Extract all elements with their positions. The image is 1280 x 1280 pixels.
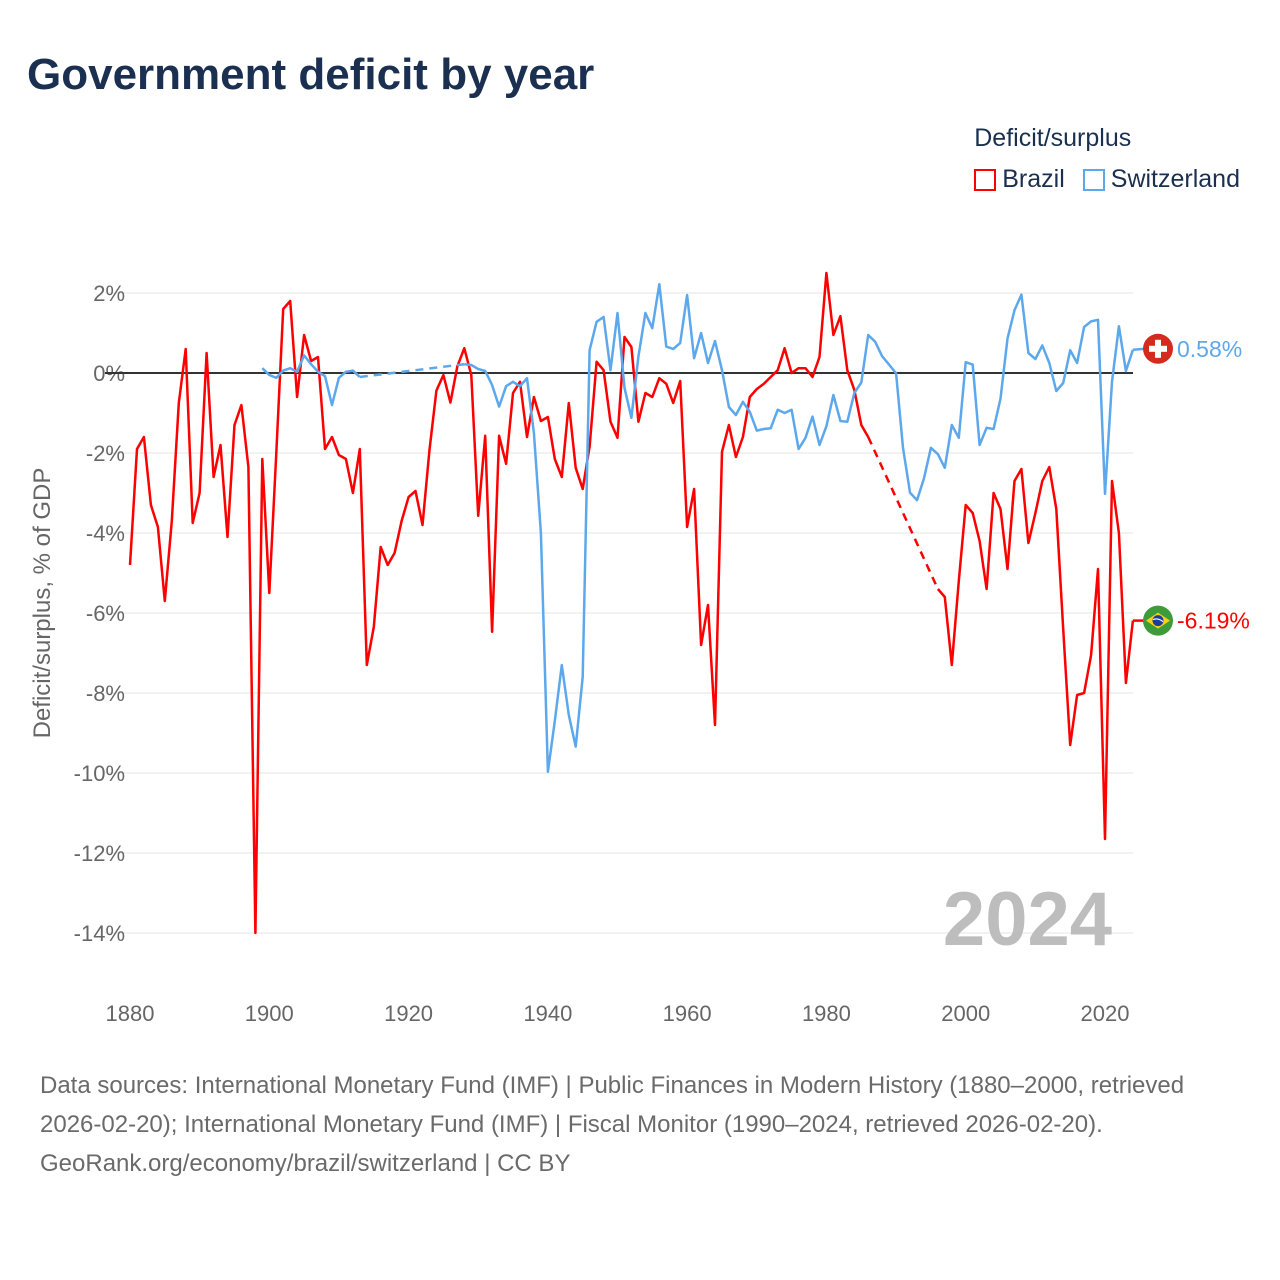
legend-item-brazil[interactable]: Brazil <box>974 165 1065 194</box>
y-tick-label: -10% <box>74 761 125 786</box>
line-chart: 2%0%-2%-4%-6%-8%-10%-12%-14% 1880 1900 192… <box>29 271 1250 1026</box>
y-tick-label: -2% <box>86 441 125 466</box>
y-tick-label: -4% <box>86 521 125 546</box>
y-axis-ticks: 2%0%-2%-4%-6%-8%-10%-12%-14% <box>74 281 125 946</box>
data-sources: Data sources: International Monetary Fun… <box>40 1072 1185 1138</box>
y-axis-title: Deficit/surplus, % of GDP <box>29 468 56 739</box>
end-connector-switzerland <box>1132 347 1146 352</box>
x-tick-label: 1980 <box>802 1001 851 1026</box>
series-line-brazil <box>936 465 1135 841</box>
legend: Deficit/surplus Brazil Switzerland <box>974 124 1240 194</box>
series-lines <box>128 271 1135 935</box>
y-tick-label: -14% <box>74 921 125 946</box>
y-tick-label: -8% <box>86 681 125 706</box>
y-tick-label: -12% <box>74 841 125 866</box>
series-line-switzerland <box>261 354 361 407</box>
y-tick-label: 2% <box>93 281 125 306</box>
year-watermark: 2024 <box>943 877 1112 962</box>
brazil-flag-icon <box>1143 605 1173 636</box>
legend-swatch-brazil <box>974 168 997 191</box>
x-tick-label: 1960 <box>663 1001 712 1026</box>
x-tick-label: 1880 <box>106 1001 155 1026</box>
end-labels: -6.19% 0.58% <box>1132 333 1250 636</box>
legend-title: Deficit/surplus <box>974 124 1132 152</box>
credit-link[interactable]: GeoRank.org/economy/brazil/switzerland |… <box>40 1150 571 1177</box>
switzerland-flag-icon <box>1143 333 1173 364</box>
legend-label-brazil: Brazil <box>1002 165 1065 193</box>
legend-label-switzerland: Switzerland <box>1110 165 1240 193</box>
series-gap-switzerland <box>359 362 465 379</box>
end-value-label-brazil: -6.19% <box>1177 608 1250 634</box>
legend-item-switzerland[interactable]: Switzerland <box>1082 165 1240 194</box>
end-value-label-switzerland: 0.58% <box>1177 336 1242 362</box>
x-axis-ticks: 1880 1900 1920 1940 1960 1980 2000 2020 <box>106 1001 1130 1026</box>
y-tick-label: -6% <box>86 601 125 626</box>
series-line-switzerland <box>464 282 1135 774</box>
x-tick-label: 2020 <box>1081 1001 1130 1026</box>
series-line-brazil <box>128 271 870 935</box>
footer: Data sources: International Monetary Fun… <box>40 1066 1240 1183</box>
x-tick-label: 1940 <box>523 1001 572 1026</box>
x-tick-label: 2000 <box>941 1001 990 1026</box>
x-tick-label: 1900 <box>245 1001 294 1026</box>
legend-swatch-switzerland <box>1082 168 1105 191</box>
chart-title: Government deficit by year <box>27 50 595 99</box>
x-tick-label: 1920 <box>384 1001 433 1026</box>
